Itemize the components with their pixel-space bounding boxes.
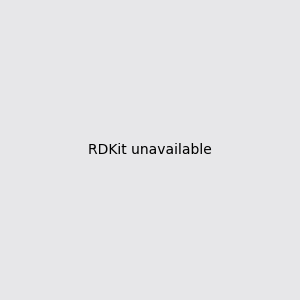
Text: RDKit unavailable: RDKit unavailable — [88, 143, 212, 157]
